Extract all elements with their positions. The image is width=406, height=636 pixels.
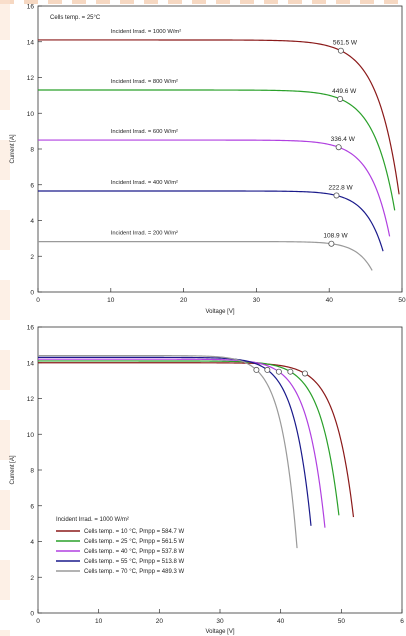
chart-panel-1: 0 2 4 6 8 10 12 14 16 0 10 20 30 40 50 Voltage [V] Curre…: [10, 4, 406, 316]
mpp-marker-1: [337, 47, 344, 54]
mpp-marker-5: [328, 240, 335, 247]
legend-entry-1: Cells temp. = 10 °C, Pmpp = 584.7 W: [56, 529, 184, 535]
y-tick-label: 8: [30, 468, 34, 475]
legend-label: Cells temp. = 25 °C, Pmpp = 561.5 W: [84, 539, 184, 545]
y-tick-label: 4: [30, 539, 34, 546]
series-label: Incident Irrad. = 600 W/m²: [111, 129, 178, 135]
x-tick-label: 0: [36, 618, 40, 625]
mpp-power-label: 449.6 W: [332, 88, 357, 95]
series-label: Incident Irrad. = 400 W/m²: [111, 180, 178, 186]
series-label: Incident Irrad. = 200 W/m²: [111, 231, 178, 237]
series-label: Incident Irrad. = 1000 W/m²: [111, 29, 181, 35]
x-tick-label: 40: [277, 618, 285, 625]
x-tick-label: 50: [338, 618, 346, 625]
y-tick-label: 6: [30, 182, 34, 189]
y-axis-label: Current [A]: [10, 134, 16, 163]
legend-entry-4: Cells temp. = 55 °C, Pmpp = 513.8 W: [56, 559, 184, 565]
mpp-marker-5: [253, 366, 260, 373]
legend-label: Cells temp. = 70 °C, Pmpp = 489.3 W: [84, 569, 184, 575]
y-tick-label: 0: [30, 290, 34, 297]
series-line-2: [38, 360, 340, 516]
panel-annotation: Incident Irrad. = 1000 W/m²: [56, 517, 129, 523]
x-tick-label: 6: [400, 618, 404, 625]
y-tick-label: 0: [30, 611, 34, 618]
series-line-2: [38, 89, 396, 211]
y-tick-label: 14: [27, 360, 35, 367]
x-tick-label: 10: [95, 618, 103, 625]
chart-panel-2: 0 2 4 6 8 10 12 14 16 0 10 20 30 40 50 6 Voltage [V] Curr…: [10, 325, 404, 636]
y-tick-label: 16: [27, 4, 35, 11]
mpp-marker-3: [275, 368, 282, 375]
mpp-marker-4: [264, 366, 271, 373]
y-tick-label: 8: [30, 147, 34, 154]
mpp-marker-1: [301, 370, 308, 377]
mpp-power-label: 222.8 W: [328, 184, 353, 191]
legend-label: Cells temp. = 55 °C, Pmpp = 513.8 W: [84, 559, 184, 565]
mpp-marker-2: [337, 95, 344, 102]
series-line-5: [38, 240, 373, 271]
y-tick-label: 12: [27, 75, 35, 82]
y-tick-label: 6: [30, 503, 34, 510]
legend-label: Cells temp. = 40 °C, Pmpp = 537.8 W: [84, 549, 184, 555]
series-line-3: [38, 139, 391, 237]
decorative-stripe-left: [0, 0, 10, 636]
series-line-1: [38, 39, 400, 195]
plot-frame: [37, 5, 403, 293]
y-tick-label: 2: [30, 254, 34, 261]
legend-entry-3: Cells temp. = 40 °C, Pmpp = 537.8 W: [56, 549, 184, 555]
y-tick-label: 4: [30, 218, 34, 225]
x-axis-label: Voltage [V]: [205, 629, 234, 635]
y-tick-label: 16: [27, 325, 35, 332]
decorative-stripe-top: [0, 0, 406, 4]
x-tick-label: 20: [180, 297, 188, 304]
y-tick-label: 14: [27, 39, 35, 46]
mpp-power-label: 561.5 W: [333, 40, 358, 47]
y-axis-label: Current [A]: [10, 455, 16, 484]
x-tick-label: 10: [107, 297, 115, 304]
legend-entry-5: Cells temp. = 70 °C, Pmpp = 489.3 W: [56, 569, 184, 575]
y-tick-label: 10: [27, 111, 35, 118]
y-tick-label: 12: [27, 396, 35, 403]
x-tick-label: 30: [253, 297, 261, 304]
legend-label: Cells temp. = 10 °C, Pmpp = 584.7 W: [84, 529, 184, 535]
legend-entry-2: Cells temp. = 25 °C, Pmpp = 561.5 W: [56, 539, 184, 545]
series-label: Incident Irrad. = 800 W/m²: [111, 79, 178, 85]
x-tick-label: 0: [36, 297, 40, 304]
x-tick-label: 40: [326, 297, 334, 304]
series-line-4: [38, 190, 384, 252]
series-line-5: [38, 355, 298, 549]
y-tick-label: 10: [27, 432, 35, 439]
mpp-power-label: 108.9 W: [323, 233, 348, 240]
series-line-4: [38, 356, 312, 526]
mpp-marker-2: [287, 368, 294, 375]
x-tick-label: 30: [216, 618, 224, 625]
x-tick-label: 20: [156, 618, 164, 625]
x-tick-label: 50: [398, 297, 406, 304]
x-axis-label: Voltage [V]: [205, 309, 234, 315]
series-line-3: [38, 358, 326, 528]
panel-annotation: Cells temp. = 25°C: [50, 15, 101, 21]
series-line-1: [38, 362, 355, 518]
mpp-power-label: 336.4 W: [331, 136, 356, 143]
y-tick-label: 2: [30, 575, 34, 582]
mpp-marker-4: [333, 192, 340, 199]
mpp-marker-3: [335, 144, 342, 151]
